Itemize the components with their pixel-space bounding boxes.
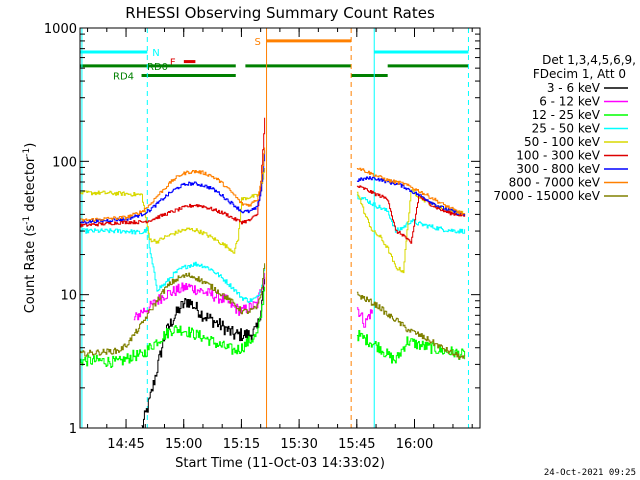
series-300-800-kev [80,150,466,224]
series-line-300-800-kev [356,176,466,216]
series-line-100-300-kev [356,185,466,244]
series-12-25-kev [80,286,466,368]
legend-header-detectors: Det 1,3,4,5,6,9, [542,53,636,67]
y-axis-label: Count Rate (s-1 detector-1) [22,143,38,314]
x-axis-label: Start Time (11-Oct-03 14:33:02) [175,456,385,471]
series-line-7000-15000-kev [80,263,266,357]
legend-label: 800 - 7000 keV [509,176,601,190]
legend-entry-6-12-kev: 6 - 12 keV [539,95,628,109]
y-axis-label-main: Count Rate (s [23,225,38,314]
legend-label: 3 - 6 keV [547,81,601,95]
x-tick-label: 14:45 [107,437,144,452]
x-tick-label: 15:15 [223,437,260,452]
x-tick-label: 15:30 [280,437,317,452]
flag-label-f: F [170,58,176,69]
legend-label: 12 - 25 keV [532,108,601,122]
series-7000-15000-kev [80,263,466,360]
series-line-7000-15000-kev [356,291,466,360]
series-line-800-7000-kev [80,147,266,222]
series-line-100-300-kev [80,117,266,228]
legend-entry-12-25-kev: 12 - 25 keV [532,108,628,122]
legend-entry-800-7000-kev: 800 - 7000 keV [509,176,628,190]
legend-label: 300 - 800 keV [516,162,600,176]
y-axis-label-sup1: -1 [22,216,32,225]
flag-label-rd0: RD0 [147,62,168,73]
series-line-12-25-kev [80,286,266,368]
series-line-6-12-kev [356,307,373,328]
y-tick-label: 10 [60,289,77,304]
legend-label: 100 - 300 keV [516,149,600,163]
series-3-6-kev [141,277,266,428]
x-tick-label: 15:45 [338,437,375,452]
legend-label: 25 - 50 keV [532,122,601,136]
legend-entry-7000-15000-kev: 7000 - 15000 keV [493,189,628,203]
y-tick-label: 100 [52,155,77,170]
chart-title: RHESSI Observing Summary Count Rates [125,4,435,22]
legend-label: 50 - 100 keV [524,135,601,149]
legend-header-decimation: FDecim 1, Att 0 [533,67,626,81]
series-line-25-50-kev [80,227,266,303]
legend: Det 1,3,4,5,6,9, FDecim 1, Att 0 3 - 6 k… [493,53,636,203]
legend-label: 7000 - 15000 keV [493,189,600,203]
flag-label-s: S [255,37,261,48]
series-line-25-50-kev [356,194,466,234]
plot-timestamp: 24-Oct-2021 09:25 [544,468,636,478]
y-tick-label: 1000 [44,22,77,37]
x-tick-label: 15:00 [165,437,202,452]
legend-entry-50-100-kev: 50 - 100 keV [524,135,628,149]
y-axis-label-mid: detector [23,156,38,216]
series-layer [80,117,466,428]
flag-label-n: N [152,48,159,59]
series-line-800-7000-kev [356,167,466,215]
y-axis-label-end: ) [23,143,38,148]
axis-layer: 1 10 100 1000 14:45 15:00 15:15 15:30 15:45 16:00 [44,22,480,452]
legend-entry-25-50-kev: 25 - 50 keV [532,122,628,136]
legend-entry-300-800-kev: 300 - 800 keV [516,162,628,176]
series-800-7000-kev [80,147,466,222]
y-axis-label-sup2: -1 [22,148,32,157]
series-line-12-25-kev [356,330,466,364]
y-tick-label: 1 [69,422,77,437]
series-line-50-100-kev [80,168,266,254]
legend-entry-3-6-kev: 3 - 6 keV [547,81,628,95]
legend-entry-100-300-kev: 100 - 300 keV [516,149,628,163]
series-100-300-kev [80,117,466,244]
marker-layer [81,28,469,428]
legend-label: 6 - 12 keV [539,95,601,109]
flag-label-rd4: RD4 [113,72,134,83]
series-line-3-6-kev [141,277,266,428]
x-tick-label: 16:00 [396,437,433,452]
series-25-50-kev [80,194,466,303]
series-line-300-800-kev [80,150,266,224]
